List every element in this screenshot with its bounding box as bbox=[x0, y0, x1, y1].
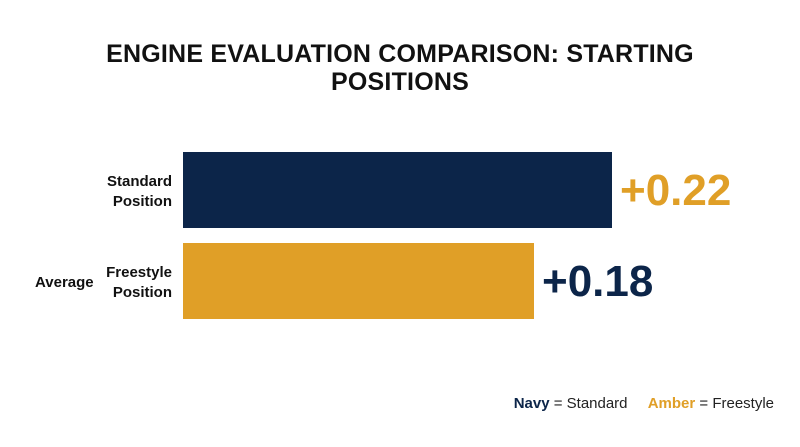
category-label-1: Freestyle Position bbox=[106, 264, 172, 301]
chart-title-line-1: ENGINE EVALUATION COMPARISON: STARTING bbox=[106, 40, 694, 68]
legend: Navy = Standard Amber = Freestyle bbox=[514, 395, 774, 412]
value-label-0: +0.22 bbox=[620, 166, 731, 215]
category-prefix-1: Average bbox=[35, 274, 94, 291]
legend-key-navy: Navy bbox=[513, 395, 550, 412]
legend-text-freestyle: = Freestyle bbox=[695, 395, 774, 412]
legend-key-amber: Amber bbox=[647, 395, 696, 412]
bar-0 bbox=[183, 152, 612, 228]
chart-title: ENGINE EVALUATION COMPARISON: STARTING P… bbox=[0, 40, 800, 96]
category-label-0: Standard Position bbox=[107, 173, 172, 210]
legend-item-freestyle: Amber = Freestyle bbox=[648, 395, 774, 412]
value-label-1: +0.18 bbox=[542, 257, 653, 306]
bar-1 bbox=[183, 243, 534, 319]
chart-title-line-2: POSITIONS bbox=[331, 68, 469, 96]
legend-text-standard: = Standard bbox=[549, 395, 628, 412]
legend-item-standard: Navy = Standard bbox=[514, 395, 632, 412]
